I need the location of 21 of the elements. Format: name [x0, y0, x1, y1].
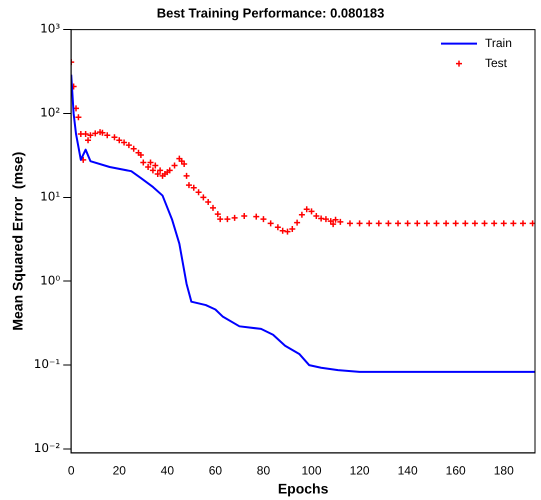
x-tick-label: 40: [160, 463, 174, 478]
chart-title: Best Training Performance: 0.080183: [156, 5, 384, 20]
x-tick-label: 160: [446, 463, 466, 478]
y-axis-title: Mean Squared Error (mse): [9, 152, 26, 331]
x-tick-label: 20: [112, 463, 126, 478]
x-tick-label: 140: [398, 463, 418, 478]
x-tick-label: 60: [208, 463, 222, 478]
x-tick-label: 0: [68, 463, 75, 478]
y-tick-label: 10¹: [40, 189, 60, 204]
x-tick-label: 120: [350, 463, 370, 478]
y-tick-label: 10²: [40, 106, 60, 120]
x-tick-label: 80: [256, 463, 270, 478]
y-tick-label: 10⁻¹: [34, 357, 60, 372]
y-tick-label: 10³: [40, 22, 60, 36]
legend-label: Train: [485, 36, 512, 50]
y-tick-label: 10⁻²: [34, 441, 60, 456]
y-tick-label: 10⁰: [40, 273, 60, 288]
x-tick-label: 180: [494, 463, 514, 478]
legend-label: Test: [485, 56, 508, 70]
x-tick-label: 100: [302, 463, 322, 478]
x-axis-title: Epochs: [278, 480, 329, 496]
